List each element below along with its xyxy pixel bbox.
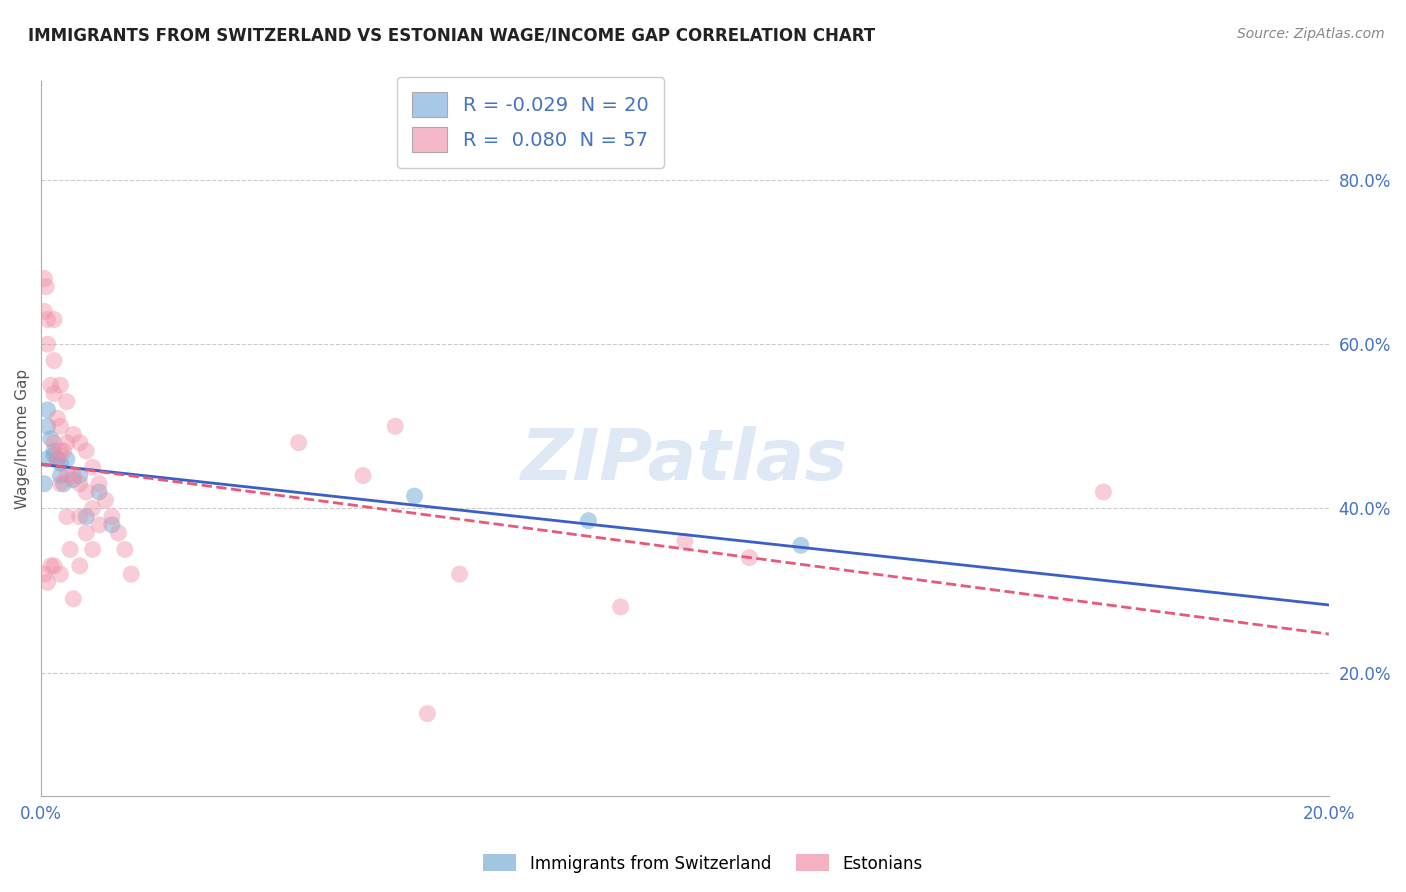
Point: [56, 468, 79, 483]
Point: [34, 476, 56, 491]
Point: [35, 452, 58, 467]
Point: [62, 468, 84, 483]
Point: [34, 271, 56, 285]
Point: [52, 444, 75, 458]
Point: [42, 448, 65, 462]
Point: [449, 567, 471, 582]
Point: [75, 526, 97, 541]
Point: [69, 476, 91, 491]
Point: [404, 489, 426, 503]
Point: [69, 509, 91, 524]
Point: [352, 468, 374, 483]
Point: [52, 476, 75, 491]
Point: [37, 312, 59, 326]
Point: [62, 591, 84, 606]
Point: [87, 485, 110, 500]
Point: [34, 304, 56, 318]
Point: [56, 435, 79, 450]
Point: [46, 411, 69, 425]
Point: [46, 452, 69, 467]
Point: [37, 419, 59, 434]
Point: [35, 279, 58, 293]
Point: [42, 444, 65, 458]
Point: [39, 432, 62, 446]
Point: [46, 452, 69, 467]
Point: [49, 444, 72, 458]
Y-axis label: Wage/Income Gap: Wage/Income Gap: [15, 368, 30, 508]
Point: [107, 526, 129, 541]
Point: [790, 538, 813, 552]
Point: [49, 567, 72, 582]
Point: [49, 419, 72, 434]
Point: [69, 468, 91, 483]
Point: [56, 509, 79, 524]
Point: [738, 550, 761, 565]
Text: ZIPatlas: ZIPatlas: [522, 425, 849, 494]
Point: [42, 312, 65, 326]
Point: [37, 402, 59, 417]
Point: [49, 456, 72, 470]
Point: [82, 460, 104, 475]
Point: [287, 435, 309, 450]
Legend: R = -0.029  N = 20, R =  0.080  N = 57: R = -0.029 N = 20, R = 0.080 N = 57: [396, 77, 664, 168]
Text: Source: ZipAtlas.com: Source: ZipAtlas.com: [1237, 27, 1385, 41]
Point: [62, 473, 84, 487]
Point: [1092, 485, 1115, 500]
Point: [39, 378, 62, 392]
Point: [69, 435, 91, 450]
Point: [39, 558, 62, 573]
Point: [34, 567, 56, 582]
Point: [75, 485, 97, 500]
Point: [673, 534, 696, 549]
Point: [75, 509, 97, 524]
Point: [101, 517, 124, 532]
Point: [56, 452, 79, 467]
Point: [82, 542, 104, 557]
Point: [101, 509, 124, 524]
Text: IMMIGRANTS FROM SWITZERLAND VS ESTONIAN WAGE/INCOME GAP CORRELATION CHART: IMMIGRANTS FROM SWITZERLAND VS ESTONIAN …: [28, 27, 876, 45]
Point: [82, 501, 104, 516]
Point: [49, 468, 72, 483]
Point: [384, 419, 406, 434]
Point: [120, 567, 142, 582]
Point: [87, 517, 110, 532]
Point: [75, 444, 97, 458]
Point: [69, 558, 91, 573]
Point: [42, 386, 65, 401]
Point: [114, 542, 136, 557]
Point: [576, 514, 599, 528]
Point: [56, 394, 79, 409]
Point: [42, 353, 65, 368]
Point: [59, 542, 82, 557]
Point: [94, 493, 117, 508]
Point: [37, 337, 59, 351]
Point: [37, 575, 59, 590]
Legend: Immigrants from Switzerland, Estonians: Immigrants from Switzerland, Estonians: [477, 847, 929, 880]
Point: [49, 476, 72, 491]
Point: [42, 558, 65, 573]
Point: [49, 378, 72, 392]
Point: [87, 476, 110, 491]
Point: [42, 435, 65, 450]
Point: [609, 599, 631, 614]
Point: [62, 427, 84, 442]
Point: [416, 706, 439, 721]
